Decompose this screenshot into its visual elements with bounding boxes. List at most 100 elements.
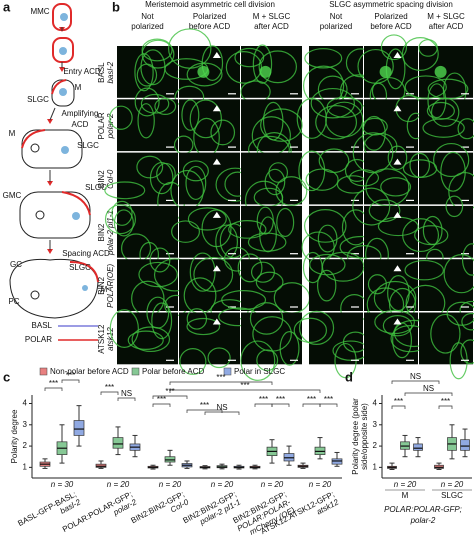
cell-outline [402, 218, 440, 253]
row-label: BIN2polar-2 pl1-1 [97, 210, 115, 256]
row-genotype: polar-2 [106, 113, 115, 139]
column-label: Polarized before ACD [370, 12, 412, 31]
cell-outline [221, 290, 267, 310]
y-tick-label: 2 [23, 441, 28, 450]
row-genotype: atsk12 [106, 327, 115, 351]
significance-bracket [204, 411, 240, 415]
cell-outline [247, 232, 287, 252]
row-genotype: polar-2 pl1-1 [106, 210, 115, 256]
cell-outline [149, 247, 171, 273]
column-label-line: polarized [320, 22, 352, 31]
n-label: n = 20 [309, 480, 332, 489]
cell-outline [189, 99, 222, 139]
legend-label: POLAR [25, 335, 52, 344]
cell-outline [268, 162, 289, 183]
micrograph [309, 46, 363, 98]
column-label-line: before ACD [189, 22, 231, 31]
significance-label: *** [240, 381, 249, 390]
column-label-line: Not [141, 12, 154, 21]
n-label: n = 20 [261, 480, 284, 489]
diagram-label: SLGC [27, 95, 49, 104]
significance-label: NS [423, 384, 434, 393]
box [73, 420, 85, 436]
cell-outline [430, 313, 461, 354]
row-label: BIN2POLAR(OE) [97, 264, 115, 308]
cell-outline [303, 209, 347, 243]
x-tick-label: BIN2:BIN2-GFP;Col-0 [129, 489, 190, 533]
micrograph [419, 99, 473, 152]
significance-label: *** [157, 395, 166, 404]
nucleus [379, 65, 392, 78]
arrowhead [212, 158, 221, 165]
significance-bracket [44, 387, 63, 391]
cell-outline [362, 115, 386, 151]
cell-outline [426, 101, 455, 120]
cell-outline [457, 118, 474, 140]
column-label-line: Polarized [193, 12, 226, 21]
cell-outline [171, 220, 201, 243]
significance-bracket [169, 389, 321, 393]
cell-outline [210, 119, 236, 146]
diagram-label: SLGC [69, 263, 91, 272]
cell-outline [250, 261, 275, 283]
micrograph [364, 205, 418, 258]
y-tick-label: 3 [373, 420, 378, 429]
legend-swatch [223, 367, 232, 376]
cell-outline [255, 271, 284, 293]
cell-outline [141, 39, 175, 69]
column-label-line: before ACD [370, 22, 412, 31]
panel-label: c [3, 369, 10, 384]
cell-outline [315, 105, 358, 140]
panel-label: a [3, 0, 11, 14]
significance-bracket [169, 381, 273, 385]
column-label-line: Polarized [374, 12, 407, 21]
cell-outline [185, 165, 207, 201]
panel-label: d [345, 369, 353, 384]
cell-outline [276, 207, 295, 238]
nucleus [197, 65, 210, 78]
n-label: n = 20 [159, 480, 182, 489]
cell-outline [113, 209, 134, 237]
arrowhead [393, 52, 402, 58]
cell-outline [368, 199, 401, 223]
cell-outline [445, 195, 464, 218]
cell-outline [189, 252, 216, 292]
significance-bracket [186, 409, 223, 413]
arrowhead [212, 265, 221, 272]
cell-outline [321, 251, 365, 282]
cell-outline [127, 330, 164, 350]
cell-outline [404, 259, 445, 281]
cell-outline [310, 87, 355, 119]
diagram-label: Spacing ACD [62, 249, 110, 258]
significance-bracket [302, 403, 321, 407]
y-tick-label: 1 [23, 462, 28, 471]
cell-outline [296, 97, 327, 139]
cell-outline [104, 204, 137, 235]
row-label: BIN2Col-0 [97, 169, 115, 189]
box [112, 437, 124, 449]
cell-outline [304, 48, 343, 69]
legend-label: Non-polar before ACD [50, 367, 129, 376]
diagram-label: GMC [3, 191, 22, 200]
cell-outline [237, 253, 263, 283]
cell-outline [131, 326, 171, 353]
y-tick-label: 4 [373, 399, 378, 408]
cell-outline [326, 96, 363, 118]
y-axis-label-line: Polarity degree (polar [351, 398, 360, 475]
cell-outline [461, 312, 474, 331]
row-label: BASLbasl-2 [97, 61, 115, 83]
cell-outline [293, 317, 328, 344]
n-label: n = 20 [441, 480, 464, 489]
cell-outline [365, 168, 410, 207]
y-axis-label: Polarity degree (polarside/opposite side… [351, 398, 369, 475]
significance-bracket [271, 403, 290, 407]
significance-label: NS [216, 403, 227, 412]
significance-label: *** [49, 379, 58, 388]
micrograph [117, 312, 178, 365]
arrowhead [212, 211, 221, 218]
y-axis-label-line: Polarity degree [10, 409, 19, 463]
cell-outline [240, 340, 276, 381]
column-label: Polarized before ACD [189, 12, 231, 31]
cell-outline [179, 347, 207, 375]
cell-outline [352, 132, 394, 174]
